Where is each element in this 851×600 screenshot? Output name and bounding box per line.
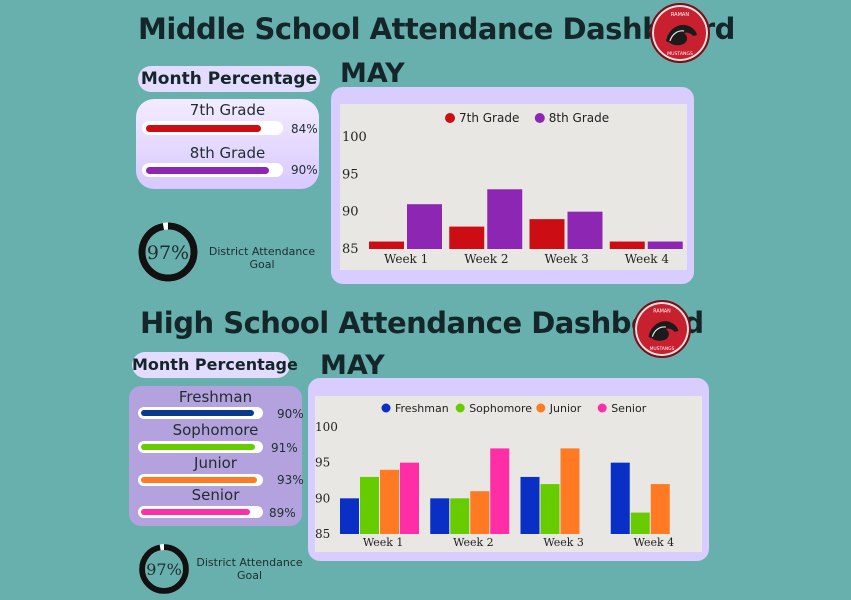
bar xyxy=(630,512,650,534)
grade-progress-fill xyxy=(141,444,255,450)
bar xyxy=(610,462,630,534)
mustangs-logo: RAMAN MUSTANGS xyxy=(650,3,710,63)
grade-percentage-value: 90% xyxy=(277,407,304,421)
middle-dashboard-title: Middle School Attendance Dashboard xyxy=(138,12,735,46)
x-tick-label: Week 3 xyxy=(544,252,588,266)
high-attendance-chart: 85 90 95 100 Freshman Sophomore Junior Senior We… xyxy=(315,396,702,552)
legend-swatch xyxy=(597,403,607,413)
bar xyxy=(567,211,603,249)
bar xyxy=(650,484,670,534)
bar xyxy=(369,241,404,249)
legend-label: 8th Grade xyxy=(549,111,609,125)
y-tick-label: 90 xyxy=(342,205,359,220)
mustangs-logo: RAMAN MUSTANGS xyxy=(633,300,691,358)
x-tick-label: Week 1 xyxy=(363,536,404,549)
legend-label: Senior xyxy=(611,402,647,415)
grade-label: Freshman xyxy=(178,388,253,406)
bar xyxy=(609,241,645,249)
bar xyxy=(487,189,523,249)
high-grade-percentage-card: Freshman 90% Sophomore 91% Junior 93% Se… xyxy=(129,386,304,526)
high-goal-label: District Attendance Goal xyxy=(196,556,303,582)
x-tick-label: Week 1 xyxy=(384,252,428,266)
bar xyxy=(450,498,470,534)
y-tick-label: 95 xyxy=(342,167,359,182)
svg-text:MUSTANGS: MUSTANGS xyxy=(650,346,675,352)
svg-text:RAMAN: RAMAN xyxy=(671,12,689,18)
middle-month-percentage-label: Month Percentage xyxy=(138,66,320,92)
svg-text:MUSTANGS: MUSTANGS xyxy=(667,51,693,57)
x-tick-label: Week 2 xyxy=(453,536,494,549)
bar xyxy=(360,476,379,534)
bar xyxy=(560,448,580,534)
x-tick-label: Week 4 xyxy=(634,536,675,549)
grade-progress-bar xyxy=(138,441,263,453)
bar xyxy=(490,448,510,534)
legend-swatch xyxy=(445,113,455,123)
bar xyxy=(407,204,442,249)
y-tick-label: 85 xyxy=(342,242,359,257)
y-tick-label: 100 xyxy=(342,130,367,145)
grade-percentage-value: 90% xyxy=(291,163,318,177)
grade-label: Junior xyxy=(194,454,237,472)
grade-progress-bar xyxy=(138,474,263,486)
legend-swatch xyxy=(534,113,545,123)
high-month-percentage-label: Month Percentage xyxy=(132,352,298,378)
grade-progress-bar xyxy=(142,121,283,135)
grade-progress-bar xyxy=(138,407,263,419)
goal-value: 97% xyxy=(146,560,182,579)
y-tick-label: 90 xyxy=(315,491,330,505)
grade-label: Sophomore xyxy=(172,421,259,439)
grade-percentage-value: 91% xyxy=(271,441,298,455)
bar xyxy=(430,498,450,534)
legend-label: Freshman xyxy=(395,402,449,415)
middle-goal-label: District Attendance Goal xyxy=(208,245,316,271)
y-tick-label: 95 xyxy=(315,456,330,470)
middle-month: MAY xyxy=(340,58,405,89)
high-dashboard-title: High School Attendance Dashboard xyxy=(140,306,704,340)
grade-progress-fill xyxy=(141,410,254,416)
bar xyxy=(470,491,490,534)
legend-label: Junior xyxy=(549,402,582,415)
bar xyxy=(529,219,565,249)
bar xyxy=(540,484,560,534)
grade-progress-fill xyxy=(141,509,250,515)
grade-progress-bar xyxy=(142,163,283,177)
legend-swatch xyxy=(455,403,465,413)
bar xyxy=(520,476,540,534)
x-tick-label: Week 2 xyxy=(464,252,508,266)
mustang-head-icon: RAMAN MUSTANGS xyxy=(648,309,679,352)
grade-progress-fill xyxy=(141,477,257,483)
x-tick-label: Week 3 xyxy=(543,536,584,549)
high-month: MAY xyxy=(320,350,385,381)
grade-percentage-value: 84% xyxy=(291,122,318,136)
legend-swatch xyxy=(381,403,391,413)
middle-goal-donut: 97% xyxy=(138,222,198,282)
x-tick-label: Week 4 xyxy=(625,252,670,266)
bar xyxy=(449,226,485,249)
svg-text:RAMAN: RAMAN xyxy=(653,309,671,315)
grade-label: 7th Grade xyxy=(189,101,266,119)
y-tick-label: 100 xyxy=(315,420,338,434)
bar xyxy=(380,469,399,534)
goal-value: 97% xyxy=(147,242,189,264)
grade-progress-fill xyxy=(146,167,269,174)
mustang-head-icon: RAMAN MUSTANGS xyxy=(666,12,697,57)
y-tick-label: 85 xyxy=(315,527,330,541)
grade-label: 8th Grade xyxy=(189,144,266,162)
middle-attendance-chart: 85 90 95 100 7th Grade 8th Grade Week 1 Week 2 W… xyxy=(340,104,687,270)
grade-percentage-value: 89% xyxy=(269,506,296,520)
middle-grade-percentage-card: 7th Grade 84% 8th Grade 90% xyxy=(136,99,319,189)
legend-swatch xyxy=(536,403,546,413)
bar xyxy=(340,498,359,534)
bar xyxy=(400,462,419,534)
grade-percentage-value: 93% xyxy=(277,473,304,487)
legend-label: 7th Grade xyxy=(459,111,519,125)
grade-progress-bar xyxy=(138,506,263,518)
grade-progress-fill xyxy=(146,125,261,132)
high-goal-donut: 97% xyxy=(139,544,189,594)
bar xyxy=(647,241,683,249)
grade-label: Senior xyxy=(191,486,240,504)
legend-label: Sophomore xyxy=(469,402,532,415)
